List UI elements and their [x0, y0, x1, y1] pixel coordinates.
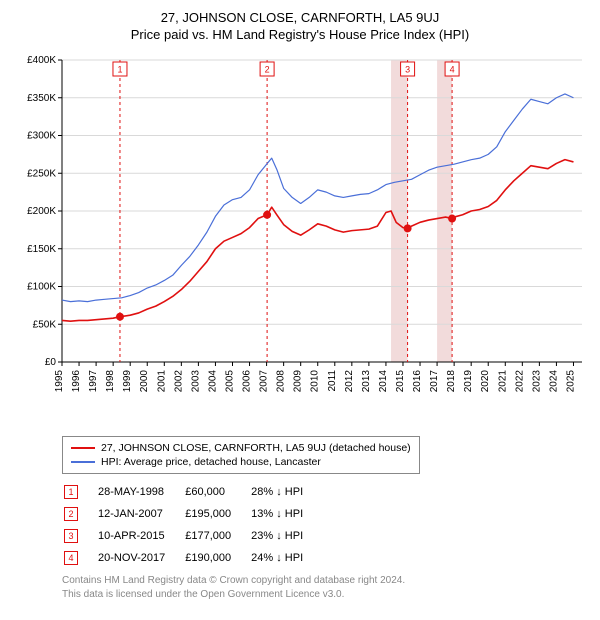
table-row: 3 10-APR-2015£177,00023% ↓ HPI: [64, 526, 321, 546]
event-date: 12-JAN-2007: [98, 504, 183, 524]
event-price: £60,000: [185, 482, 249, 502]
svg-text:2006: 2006: [242, 370, 253, 393]
event-price: £190,000: [185, 548, 249, 568]
svg-text:1: 1: [117, 65, 122, 75]
footnote-line1: Contains HM Land Registry data © Crown c…: [62, 574, 590, 588]
footnote-line2: This data is licensed under the Open Gov…: [62, 588, 590, 602]
svg-text:2023: 2023: [531, 370, 542, 393]
events-table: 1 28-MAY-1998£60,00028% ↓ HPI 2 12-JAN-2007…: [62, 480, 323, 570]
svg-text:2004: 2004: [207, 370, 218, 393]
event-price: £195,000: [185, 504, 249, 524]
event-delta: 13% ↓ HPI: [251, 504, 321, 524]
table-row: 2 12-JAN-2007£195,00013% ↓ HPI: [64, 504, 321, 524]
svg-text:2017: 2017: [429, 370, 440, 393]
svg-text:2009: 2009: [293, 370, 304, 393]
svg-text:2013: 2013: [361, 370, 372, 393]
svg-text:2012: 2012: [344, 370, 355, 393]
legend-label: 27, JOHNSON CLOSE, CARNFORTH, LA5 9UJ (d…: [101, 442, 411, 454]
event-marker: 3: [64, 529, 78, 543]
svg-text:2: 2: [265, 65, 270, 75]
svg-text:£150K: £150K: [27, 244, 56, 255]
event-date: 20-NOV-2017: [98, 548, 183, 568]
svg-text:2010: 2010: [310, 370, 321, 393]
svg-text:3: 3: [405, 65, 410, 75]
svg-text:£350K: £350K: [27, 93, 56, 104]
svg-text:£250K: £250K: [27, 168, 56, 179]
table-row: 1 28-MAY-1998£60,00028% ↓ HPI: [64, 482, 321, 502]
svg-text:2024: 2024: [548, 370, 559, 393]
svg-text:4: 4: [450, 65, 455, 75]
table-row: 4 20-NOV-2017£190,00024% ↓ HPI: [64, 548, 321, 568]
svg-text:2016: 2016: [412, 370, 423, 393]
event-delta: 28% ↓ HPI: [251, 482, 321, 502]
footnote: Contains HM Land Registry data © Crown c…: [62, 574, 590, 601]
svg-text:£50K: £50K: [33, 319, 57, 330]
event-date: 28-MAY-1998: [98, 482, 183, 502]
svg-text:1999: 1999: [122, 370, 133, 393]
svg-text:2025: 2025: [565, 370, 576, 393]
event-delta: 23% ↓ HPI: [251, 526, 321, 546]
event-delta: 24% ↓ HPI: [251, 548, 321, 568]
svg-text:£300K: £300K: [27, 131, 56, 142]
svg-text:£200K: £200K: [27, 206, 56, 217]
svg-text:2018: 2018: [446, 370, 457, 393]
svg-text:2019: 2019: [463, 370, 474, 393]
event-price: £177,000: [185, 526, 249, 546]
svg-text:2007: 2007: [259, 370, 270, 393]
svg-text:2008: 2008: [276, 370, 287, 393]
legend-swatch: [71, 461, 95, 463]
legend: 27, JOHNSON CLOSE, CARNFORTH, LA5 9UJ (d…: [62, 436, 420, 474]
svg-text:£400K: £400K: [27, 55, 56, 66]
event-marker: 1: [64, 485, 78, 499]
chart-svg: £0 £50K £100K £150K £200K £250K £300K £350K £400…: [10, 50, 590, 430]
svg-text:2014: 2014: [378, 370, 389, 393]
svg-text:2021: 2021: [497, 370, 508, 393]
event-date: 10-APR-2015: [98, 526, 183, 546]
svg-text:£100K: £100K: [27, 282, 56, 293]
svg-text:2011: 2011: [327, 370, 338, 392]
svg-text:2003: 2003: [190, 370, 201, 393]
legend-label: HPI: Average price, detached house, Lanc…: [101, 456, 321, 468]
svg-text:1996: 1996: [71, 370, 82, 393]
page-title: 27, JOHNSON CLOSE, CARNFORTH, LA5 9UJ: [10, 10, 590, 25]
legend-swatch: [71, 447, 95, 449]
svg-text:2005: 2005: [224, 370, 235, 393]
price-chart: £0 £50K £100K £150K £200K £250K £300K £350K £400…: [10, 50, 590, 430]
svg-text:2015: 2015: [395, 370, 406, 393]
svg-text:2002: 2002: [173, 370, 184, 393]
event-marker: 4: [64, 551, 78, 565]
svg-text:2022: 2022: [514, 370, 525, 393]
legend-row: HPI: Average price, detached house, Lanc…: [71, 455, 411, 469]
event-marker: 2: [64, 507, 78, 521]
svg-text:2000: 2000: [139, 370, 150, 393]
svg-text:£0: £0: [45, 357, 57, 368]
legend-row: 27, JOHNSON CLOSE, CARNFORTH, LA5 9UJ (d…: [71, 441, 411, 455]
svg-text:2001: 2001: [156, 370, 167, 393]
svg-text:1998: 1998: [105, 370, 116, 393]
svg-text:1995: 1995: [54, 370, 65, 393]
page-subtitle: Price paid vs. HM Land Registry's House …: [10, 27, 590, 42]
svg-text:2020: 2020: [480, 370, 491, 393]
svg-text:1997: 1997: [88, 370, 99, 393]
